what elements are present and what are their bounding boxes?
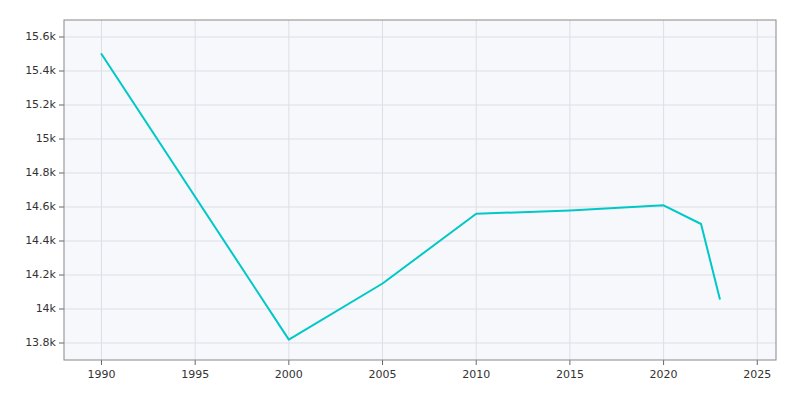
grid-line xyxy=(64,37,776,38)
grid-line xyxy=(64,343,776,344)
grid-line xyxy=(757,20,758,360)
grid-line xyxy=(64,241,776,242)
tick-label: 2000 xyxy=(275,368,303,381)
tick-label: 15k xyxy=(36,132,57,145)
chart-container: 13.8k 14k 14.2k 14.4k 14.6k 14.8k 15k 15.2k 15.4… xyxy=(0,0,800,400)
tick-label: 2025 xyxy=(743,368,771,381)
tick-label: 14k xyxy=(36,302,57,315)
grid-line xyxy=(288,20,289,360)
tick-label: 14.2k xyxy=(25,268,56,281)
tick-mark xyxy=(382,360,383,365)
tick-mark xyxy=(59,139,64,140)
grid-line xyxy=(64,105,776,106)
tick-mark xyxy=(101,360,102,365)
tick-mark xyxy=(59,343,64,344)
grid-line xyxy=(64,71,776,72)
tick-label: 2015 xyxy=(556,368,584,381)
plot-area xyxy=(64,20,776,360)
grid-line xyxy=(64,173,776,174)
tick-mark xyxy=(569,360,570,365)
tick-mark xyxy=(59,37,64,38)
tick-label: 2020 xyxy=(650,368,678,381)
grid-line xyxy=(64,275,776,276)
tick-mark xyxy=(59,71,64,72)
grid-line xyxy=(569,20,570,360)
tick-mark xyxy=(59,241,64,242)
tick-label: 15.6k xyxy=(25,30,56,43)
tick-label: 14.6k xyxy=(25,200,56,213)
tick-label: 13.8k xyxy=(25,336,56,349)
line xyxy=(101,54,719,340)
plot-frame xyxy=(64,20,776,360)
axes: 13.8k 14k 14.2k 14.4k 14.6k 14.8k 15k 15.2k 15.4… xyxy=(25,20,776,381)
grid-line xyxy=(476,20,477,360)
grid-line xyxy=(663,20,664,360)
grid-line xyxy=(195,20,196,360)
tick-label: 2005 xyxy=(369,368,397,381)
tick-mark xyxy=(59,207,64,208)
tick-label: 15.2k xyxy=(25,98,56,111)
tick-mark xyxy=(59,275,64,276)
tick-mark xyxy=(59,105,64,106)
tick-label: 14.4k xyxy=(25,234,56,247)
tick-mark xyxy=(476,360,477,365)
tick-mark xyxy=(288,360,289,365)
tick-mark xyxy=(757,360,758,365)
tick-mark xyxy=(195,360,196,365)
tick-mark xyxy=(59,309,64,310)
tick-label: 1990 xyxy=(87,368,115,381)
tick-label: 14.8k xyxy=(25,166,56,179)
grid-line xyxy=(64,139,776,140)
grid-line xyxy=(101,20,102,360)
tick-label: 2010 xyxy=(462,368,490,381)
grid-line xyxy=(382,20,383,360)
chart: 13.8k 14k 14.2k 14.4k 14.6k 14.8k 15k 15.2k 15.4… xyxy=(0,0,800,400)
tick-label: 1995 xyxy=(181,368,209,381)
tick-label: 15.4k xyxy=(25,64,56,77)
grid-line xyxy=(64,309,776,310)
series xyxy=(101,54,719,340)
grid xyxy=(64,20,776,360)
tick-mark xyxy=(59,173,64,174)
tick-mark xyxy=(663,360,664,365)
